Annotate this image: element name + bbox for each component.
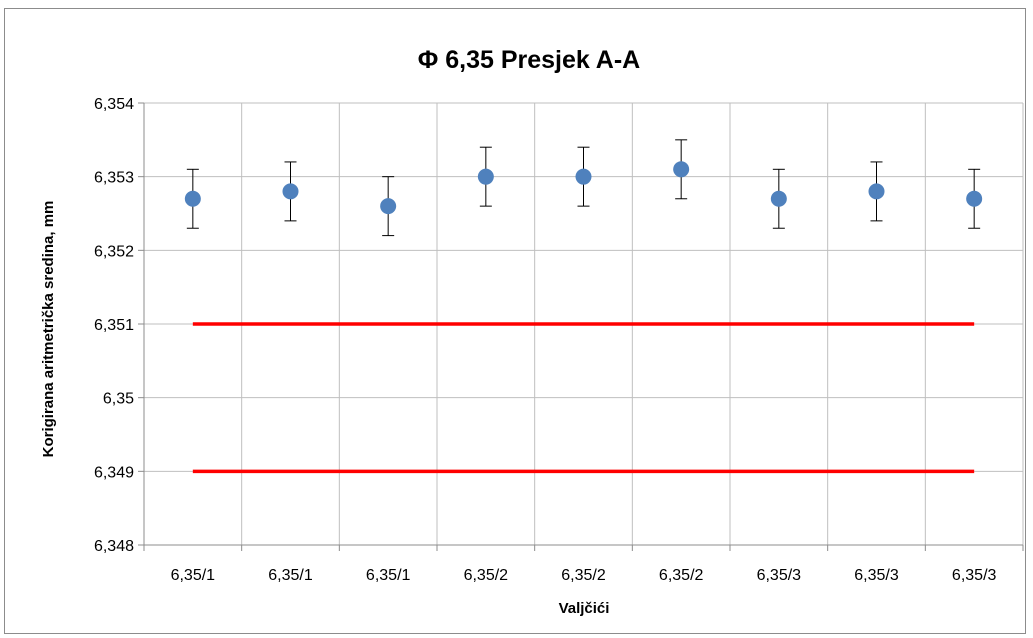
x-tick-label: 6,35/2 [561,567,606,584]
x-tick-label: 6,35/3 [952,567,997,584]
x-tick-label: 6,35/2 [464,567,509,584]
y-tick-label: 6,354 [94,96,134,113]
y-tick-label: 6,35 [103,391,134,408]
tick-labels: 6,348 6,349 6,35 6,351 6,352 6,353 6,354 6,35/1… [94,96,997,584]
data-point [575,168,592,185]
data-point [477,168,494,185]
data-point [184,190,201,207]
y-tick-label: 6,351 [94,317,134,334]
error-bars [186,139,981,237]
y-tick-label: 6,349 [94,464,134,481]
x-tick-label: 6,35/1 [171,567,216,584]
data-point [282,183,299,200]
data-point [673,161,690,178]
reference-lines [192,322,975,474]
x-tick-label: 6,35/2 [659,567,704,584]
data-point [868,183,885,200]
y-tick-label: 6,353 [94,170,134,187]
data-point [966,190,983,207]
y-axis-title: Korigirana aritmetrička sredina, mm [40,201,57,458]
data-points [184,161,983,215]
data-point [770,190,787,207]
x-axis-title: Valjčići [559,600,610,617]
x-tick-label: 6,35/3 [757,567,802,584]
y-tick-label: 6,348 [94,538,134,555]
x-tick-label: 6,35/3 [854,567,899,584]
chart-frame [4,8,1026,634]
data-point [380,198,397,215]
chart-title: Φ 6,35 Presjek A-A [418,46,641,74]
x-tick-label: 6,35/1 [268,567,313,584]
y-tick-label: 6,352 [94,243,134,260]
x-tick-label: 6,35/1 [366,567,411,584]
